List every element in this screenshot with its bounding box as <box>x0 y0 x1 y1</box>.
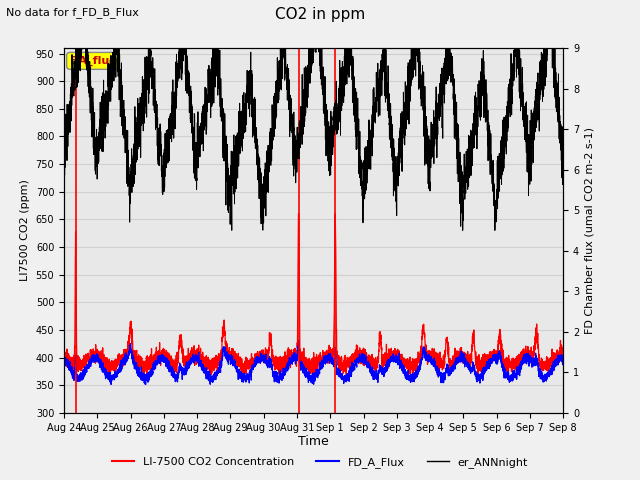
Text: No data for f_FD_B_Flux: No data for f_FD_B_Flux <box>6 7 140 18</box>
Y-axis label: LI7500 CO2 (ppm): LI7500 CO2 (ppm) <box>20 180 30 281</box>
Legend: LI-7500 CO2 Concentration, FD_A_Flux, er_ANNnight: LI-7500 CO2 Concentration, FD_A_Flux, er… <box>108 452 532 472</box>
Text: CO2 in ppm: CO2 in ppm <box>275 7 365 22</box>
Text: BA_flux: BA_flux <box>70 56 116 66</box>
Y-axis label: FD Chamber flux (umal CO2 m-2 s-1): FD Chamber flux (umal CO2 m-2 s-1) <box>585 127 595 334</box>
X-axis label: Time: Time <box>298 435 329 448</box>
